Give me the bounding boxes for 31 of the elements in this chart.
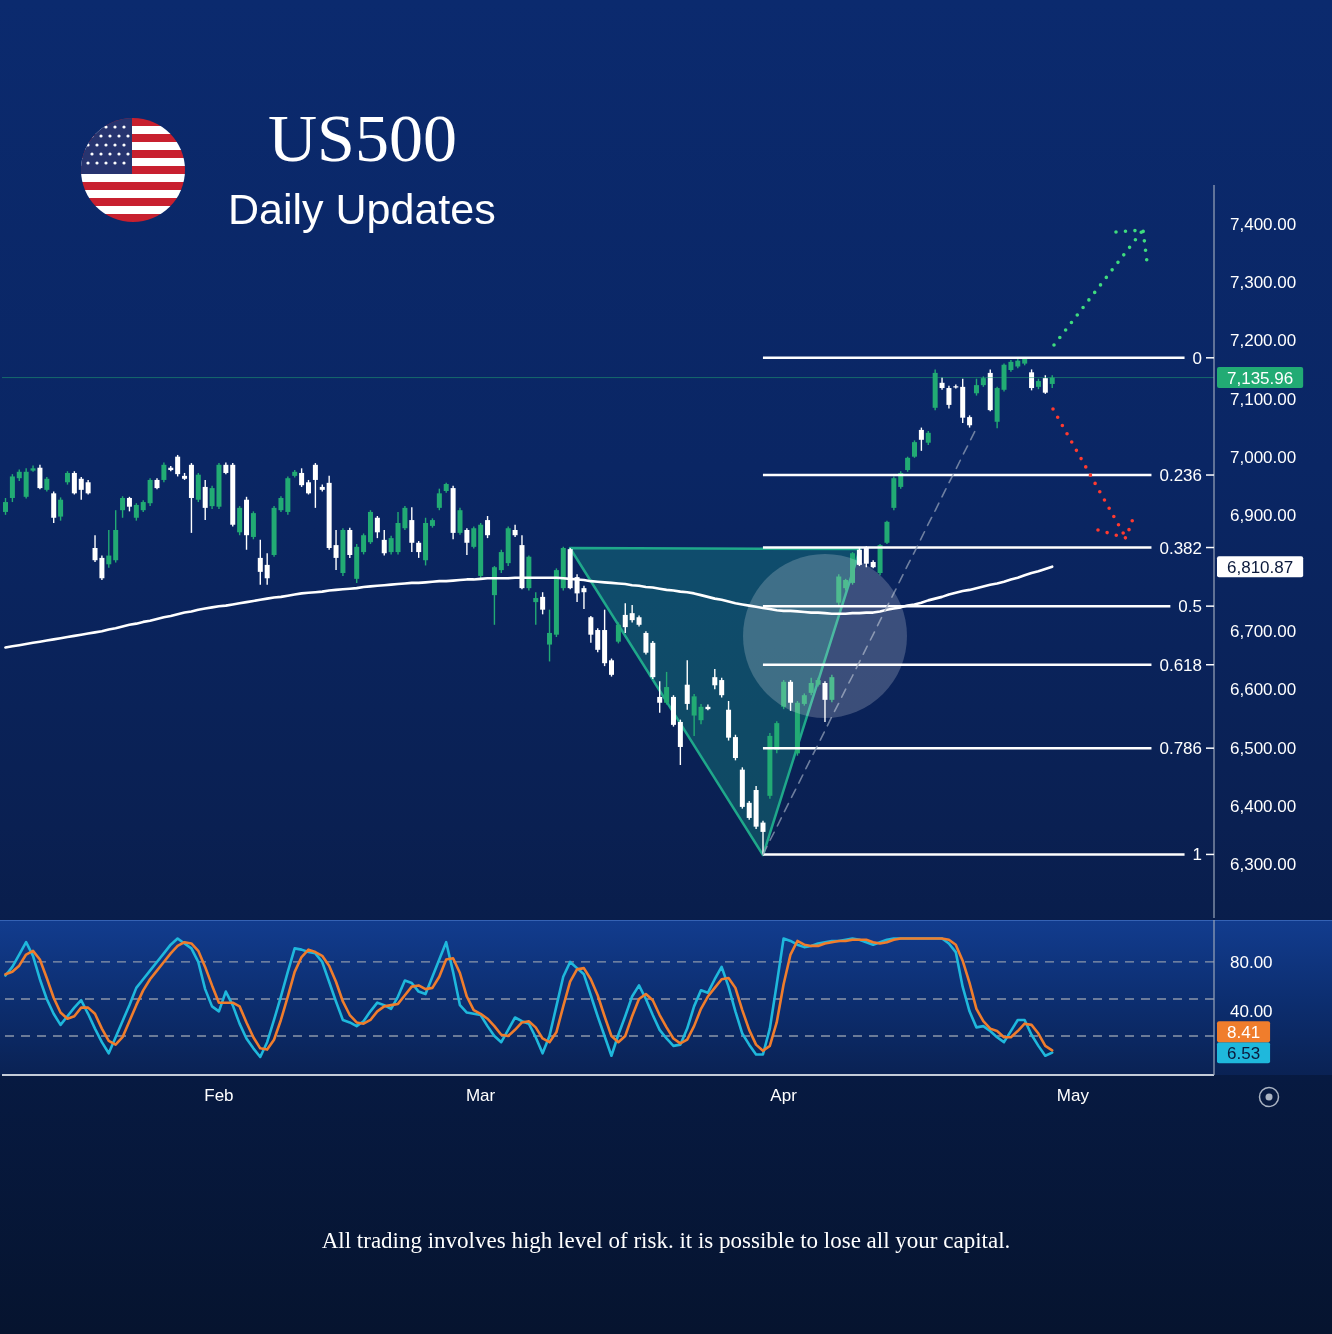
y2-tick-label: 1 [1192, 845, 1202, 865]
chart-title: US500 [268, 100, 457, 176]
y2-tick-label: 0.236 [1159, 466, 1202, 486]
text: All trading involves high level of risk. it is possible to lose all your capital. [320, 1228, 1012, 1254]
y-tick-label: 80.00 [1230, 952, 1273, 972]
y-tick-label: 6,600.00 [1230, 680, 1297, 700]
y-tick-label: 7,000.00 [1230, 447, 1297, 467]
y-tick-label: 6,900.00 [1230, 505, 1297, 525]
y-tick-label: 6,810.87 [1227, 557, 1294, 577]
y-tick-label: 6,700.00 [1230, 622, 1297, 642]
y2-tick-label: 0.786 [1159, 739, 1202, 759]
ref-line-label: 7,135.96 [1227, 368, 1294, 388]
chart-subtitle: Daily Updates [228, 185, 496, 233]
y-tick-label: 7,300.00 [1230, 273, 1297, 293]
y-tick-label: 6,500.00 [1230, 738, 1297, 758]
y-tick-label: 6,300.00 [1230, 854, 1297, 874]
text: 8.41 [1227, 1022, 1261, 1042]
y-tick-label: 7,200.00 [1230, 331, 1297, 351]
y-tick-label: 40.00 [1230, 1002, 1273, 1022]
x-tick-label: Apr [770, 1086, 798, 1106]
x-tick-label: Mar [465, 1086, 496, 1106]
x-tick-label: Feb [204, 1086, 234, 1106]
y-tick-label: 6,400.00 [1230, 796, 1297, 816]
y-tick-label: 7,400.00 [1230, 215, 1297, 235]
x-tick-label: May [1056, 1086, 1090, 1106]
text: 6.53 [1227, 1043, 1261, 1063]
y2-tick-label: 0.382 [1159, 538, 1202, 558]
y2-tick-label: 0 [1192, 348, 1202, 368]
y2-tick-label: 0.5 [1178, 597, 1202, 617]
y2-tick-label: 0.618 [1159, 655, 1202, 675]
y-tick-label: 7,100.00 [1230, 389, 1297, 409]
